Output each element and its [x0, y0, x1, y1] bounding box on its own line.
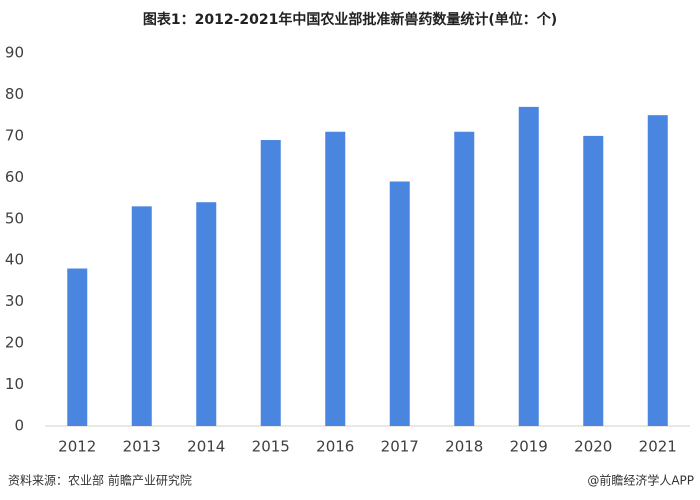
x-tick-label: 2019	[510, 438, 548, 456]
bar	[454, 131, 475, 426]
x-tick-label: 2020	[574, 438, 612, 456]
bar	[131, 206, 152, 426]
y-tick-label: 50	[5, 209, 24, 227]
source: 资料来源：农业部 前瞻产业研究院	[8, 473, 192, 488]
x-tick-label: 2017	[381, 438, 419, 456]
x-tick-label: 2012	[58, 438, 96, 456]
chart-title: 图表1：2012-2021年中国农业部批准新兽药数量统计(单位：个)	[143, 11, 557, 28]
y-tick-label: 70	[5, 126, 24, 144]
y-tick-label: 30	[5, 292, 24, 310]
x-tick-label: 2016	[316, 438, 354, 456]
y-tick-label: 60	[5, 168, 24, 186]
bar	[389, 181, 410, 426]
y-tick-label: 80	[5, 85, 24, 103]
y-tick-label: 90	[5, 44, 24, 62]
x-tick-label: 2021	[639, 438, 677, 456]
x-tick-label: 2015	[252, 438, 290, 456]
y-tick-label: 0	[14, 417, 24, 435]
y-tick-label: 20	[5, 334, 24, 352]
bar	[325, 131, 346, 426]
bar	[583, 135, 604, 426]
bar	[647, 115, 668, 427]
x-tick-label: 2018	[445, 438, 483, 456]
x-tick-label: 2014	[187, 438, 225, 456]
credit: @前瞻经济学人APP	[587, 473, 694, 488]
bar	[67, 268, 88, 426]
bar	[518, 106, 539, 426]
y-tick-label: 10	[5, 375, 24, 393]
x-tick-label: 2013	[123, 438, 161, 456]
bar	[196, 202, 217, 426]
y-tick-label: 40	[5, 251, 24, 269]
bar	[260, 140, 281, 427]
